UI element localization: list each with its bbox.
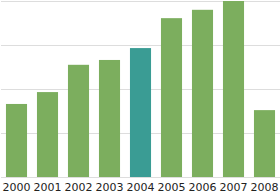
grid-line <box>1 177 280 178</box>
x-tick-label: 2005 <box>158 181 186 194</box>
x-tick-label: 2008 <box>251 181 279 194</box>
bar <box>192 10 213 177</box>
x-tick-label: 2004 <box>127 181 155 194</box>
bar <box>6 104 27 177</box>
bar <box>254 110 275 177</box>
bar <box>37 92 58 177</box>
bar <box>223 1 244 177</box>
bar <box>130 48 151 177</box>
bar <box>99 60 120 177</box>
chart: 200020012002200320042005200620072008 <box>0 0 280 195</box>
x-tick-label: 2007 <box>220 181 248 194</box>
bars <box>6 1 275 177</box>
x-tick-label: 2006 <box>189 181 217 194</box>
x-tick-label: 2003 <box>96 181 124 194</box>
bar <box>161 18 182 177</box>
x-tick-label: 2001 <box>34 181 62 194</box>
x-tick-label: 2002 <box>65 181 93 194</box>
x-tick-label: 2000 <box>3 181 31 194</box>
bar <box>68 65 89 177</box>
